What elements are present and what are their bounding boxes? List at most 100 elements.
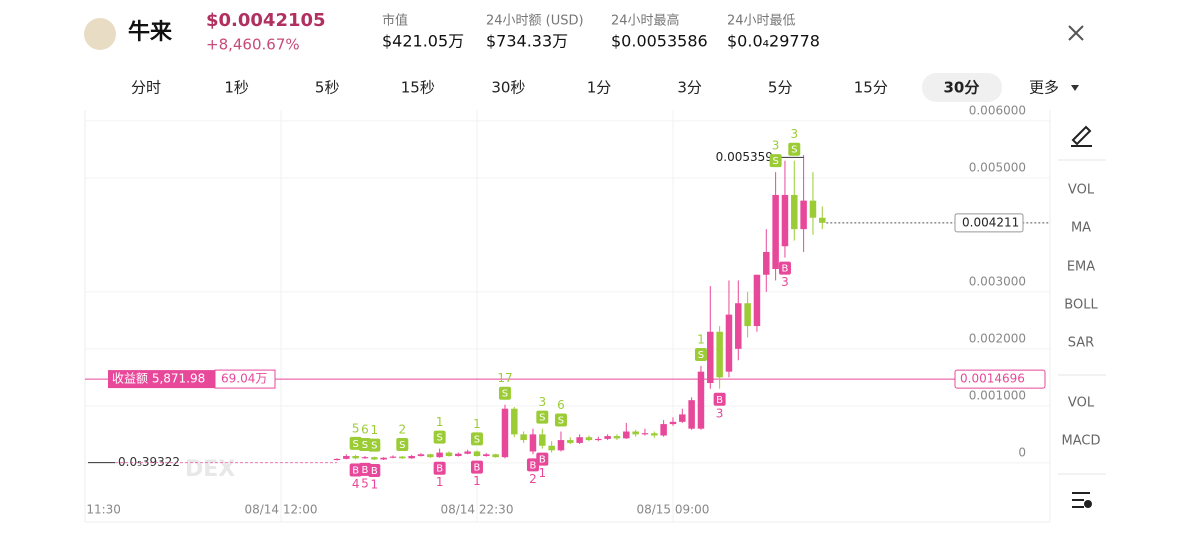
trade-count: 6 bbox=[557, 398, 565, 412]
trade-count: 5 bbox=[352, 421, 360, 435]
indicator-option[interactable]: VOL bbox=[1068, 396, 1095, 411]
y-tick-label: 0.006000 bbox=[969, 103, 1026, 117]
trade-side: S bbox=[352, 439, 358, 450]
trade-count: 1 bbox=[697, 332, 705, 346]
timeframe-tab[interactable]: 分时 bbox=[131, 79, 161, 97]
trade-badge bbox=[713, 392, 726, 406]
trade-count: 1 bbox=[370, 423, 378, 437]
trade-side: S bbox=[371, 441, 377, 452]
draw-tool[interactable] bbox=[1071, 125, 1092, 147]
trade-badge bbox=[526, 458, 539, 472]
indicator-option[interactable]: SAR bbox=[1068, 336, 1094, 351]
candle-body bbox=[380, 457, 387, 460]
timeframe-tab[interactable]: 30秒 bbox=[491, 79, 525, 97]
close-button[interactable] bbox=[1068, 25, 1084, 41]
stat-value: $421.05万 bbox=[382, 32, 464, 51]
trade-badge bbox=[778, 261, 791, 275]
x-tick-label: 08/14 22:30 bbox=[440, 503, 513, 517]
indicator-option[interactable]: MA bbox=[1071, 221, 1091, 236]
candle-body bbox=[371, 457, 378, 460]
timeframe-tab[interactable]: 1分 bbox=[587, 79, 612, 97]
candle-body bbox=[744, 303, 751, 327]
candle-body bbox=[725, 314, 733, 372]
candle-body bbox=[660, 424, 667, 436]
x-tick-label: 11:30 bbox=[86, 503, 121, 517]
timeframe-tab[interactable]: 更多 bbox=[1029, 79, 1059, 97]
token-avatar bbox=[84, 18, 116, 50]
candle-body bbox=[604, 436, 611, 439]
trade-badge bbox=[536, 410, 549, 424]
candle-body bbox=[557, 440, 565, 451]
candle-body bbox=[473, 451, 481, 457]
trade-side: S bbox=[436, 433, 442, 444]
token-name: 牛来 bbox=[128, 19, 173, 45]
trade-badge bbox=[433, 461, 446, 475]
stat-label: 市值 bbox=[382, 13, 408, 29]
timeframe-tab[interactable]: 1秒 bbox=[224, 79, 249, 97]
trade-count: 1 bbox=[370, 478, 378, 492]
stat-label: 24小时最低 bbox=[727, 14, 796, 29]
trade-badge bbox=[769, 154, 782, 168]
candle-body bbox=[511, 408, 518, 435]
trade-side: B bbox=[782, 264, 789, 275]
candle-body bbox=[408, 456, 415, 459]
timeframe-tab[interactable]: 30分 bbox=[943, 79, 979, 97]
indicator-option[interactable]: BOLL bbox=[1064, 298, 1098, 313]
candle-body bbox=[800, 200, 807, 230]
candle-body bbox=[417, 454, 425, 457]
trade-badge bbox=[433, 430, 446, 444]
trade-count: 1 bbox=[436, 415, 444, 429]
candle-body bbox=[772, 194, 779, 270]
current-price-label: 0.004211 bbox=[962, 215, 1019, 229]
trade-side: S bbox=[502, 389, 508, 400]
trade-count: 3 bbox=[772, 139, 780, 153]
trade-badge bbox=[470, 460, 483, 474]
y-tick-label: 0.001000 bbox=[969, 388, 1026, 402]
active-tab-bg bbox=[922, 73, 1002, 102]
candle-body bbox=[763, 251, 770, 275]
indicator-option[interactable]: VOL bbox=[1068, 183, 1095, 198]
trade-side: B bbox=[474, 463, 481, 474]
profit-price-box bbox=[954, 369, 1046, 389]
profit-amount-box bbox=[214, 369, 276, 389]
timeframe-tab[interactable]: 3分 bbox=[677, 79, 702, 97]
trade-side: S bbox=[791, 145, 797, 156]
trade-side: S bbox=[558, 416, 564, 427]
indicator-option[interactable]: EMA bbox=[1067, 260, 1095, 275]
candle-body bbox=[585, 437, 593, 441]
candle-body bbox=[735, 303, 742, 349]
trade-side: B bbox=[436, 464, 443, 475]
candle-body bbox=[753, 274, 761, 327]
candle-body bbox=[352, 456, 359, 459]
candle-body bbox=[520, 434, 527, 441]
trade-side: S bbox=[362, 440, 368, 451]
trade-count: 3 bbox=[790, 127, 798, 141]
x-tick-label: 08/14 12:00 bbox=[244, 503, 317, 517]
trade-count: 4 bbox=[352, 477, 360, 491]
price: $0.0042105 bbox=[206, 10, 326, 31]
settings-tool[interactable] bbox=[1072, 492, 1092, 508]
candle-body bbox=[697, 371, 705, 429]
timeframe-tab[interactable]: 15秒 bbox=[401, 79, 435, 97]
timeframe-tab[interactable]: 5分 bbox=[768, 79, 793, 97]
profit-price: 0.0014696 bbox=[960, 372, 1025, 386]
trade-count: 17 bbox=[497, 371, 512, 385]
timeframe-tab[interactable]: 5秒 bbox=[315, 79, 340, 97]
trade-side: B bbox=[371, 466, 378, 477]
trade-count: 1 bbox=[473, 417, 481, 431]
timeframe-tab[interactable]: 15分 bbox=[854, 79, 888, 97]
low-label: 0.0₅39322 bbox=[118, 455, 180, 469]
trade-badge bbox=[396, 438, 409, 452]
trade-count: 3 bbox=[538, 395, 546, 409]
candle-body bbox=[548, 445, 555, 451]
stat-value: $734.33万 bbox=[486, 32, 568, 51]
indicator-option[interactable]: MACD bbox=[1062, 434, 1101, 449]
change: +8,460.67% bbox=[206, 36, 300, 54]
trade-count: 3 bbox=[781, 275, 789, 289]
candle-body bbox=[613, 436, 621, 439]
candle-body bbox=[455, 453, 462, 457]
candle-body bbox=[632, 431, 639, 435]
trade-count: 2 bbox=[529, 472, 537, 486]
